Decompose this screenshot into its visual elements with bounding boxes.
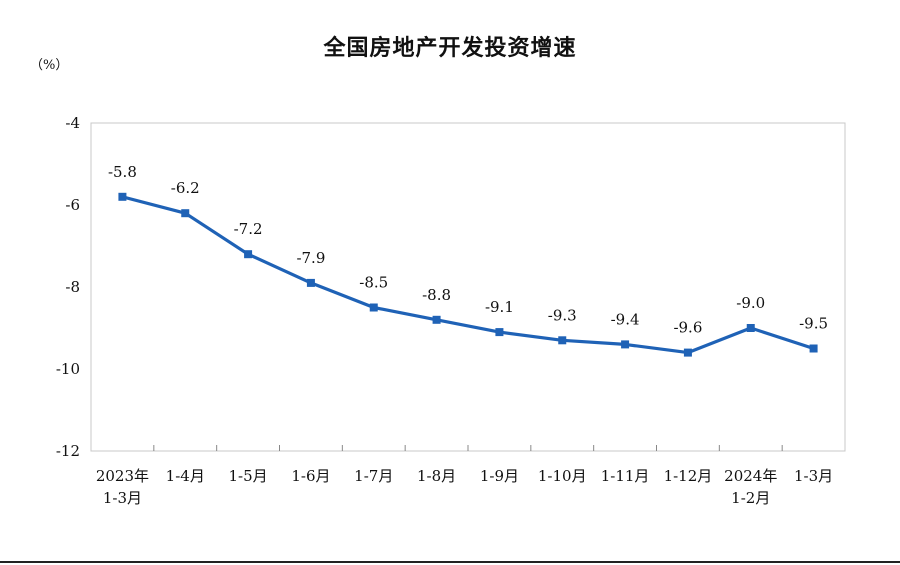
y-tick-label: -10 [56, 360, 80, 378]
x-tick-label: 2024年 [724, 467, 777, 485]
data-label: -9.6 [673, 319, 702, 337]
y-tick-label: -4 [65, 114, 80, 132]
data-label: -8.5 [359, 274, 388, 292]
bottom-rule [0, 561, 900, 563]
data-point [369, 303, 378, 312]
x-tick-label: 1-5月 [229, 467, 268, 485]
data-label: -5.8 [108, 163, 137, 181]
x-tick-label: 1-8月 [417, 467, 456, 485]
x-tick-label: 1-3月 [103, 489, 142, 507]
data-point [683, 348, 692, 357]
x-tick-label: 1-6月 [291, 467, 330, 485]
data-point [621, 340, 630, 349]
data-label: -8.8 [422, 286, 451, 304]
data-point [746, 324, 755, 332]
x-tick-label: 1-4月 [166, 467, 205, 485]
data-point [432, 315, 441, 324]
data-label: -9.5 [799, 315, 828, 333]
plot-frame [90, 122, 846, 452]
x-tick-label: 1-12月 [664, 467, 713, 485]
data-label: -6.2 [171, 179, 200, 197]
data-point [118, 192, 127, 201]
x-tick-label: 1-10月 [538, 467, 587, 485]
x-tick-label: 1-3月 [794, 467, 833, 485]
x-tick-label: 1-7月 [354, 467, 393, 485]
series-line [122, 195, 815, 355]
data-point [495, 328, 504, 337]
data-point [558, 336, 567, 345]
x-tick-label: 1-11月 [601, 467, 650, 485]
data-label: -9.3 [548, 306, 577, 324]
x-tick-label: 1-9月 [480, 467, 519, 485]
x-tick-label: 1-2月 [731, 489, 770, 507]
chart-title: 全国房地产开发投资增速 [323, 36, 577, 61]
y-tick-label: -6 [65, 196, 80, 214]
y-tick-label: -12 [56, 442, 80, 460]
x-tick-label: 2023年 [96, 467, 149, 485]
data-label: -9.4 [611, 310, 640, 328]
data-point [181, 209, 190, 218]
data-label: -7.9 [296, 249, 325, 267]
data-label: -7.2 [234, 220, 263, 238]
data-label: -9.1 [485, 298, 514, 316]
y-tick-label: -8 [65, 278, 80, 296]
data-point [244, 250, 253, 259]
data-label: -9.0 [736, 294, 765, 312]
data-point [809, 344, 818, 353]
data-point [306, 278, 315, 287]
y-axis-unit: （%） [30, 58, 69, 73]
